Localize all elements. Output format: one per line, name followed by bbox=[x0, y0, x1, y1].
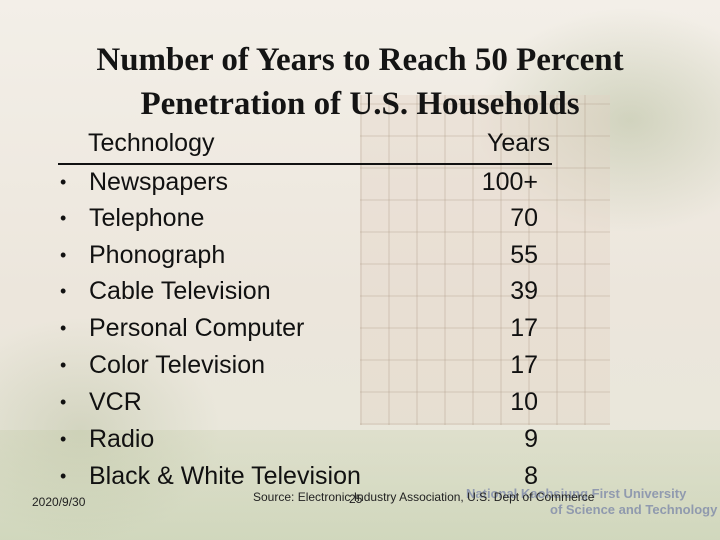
table-header: Technology Years bbox=[58, 127, 552, 165]
header-years: Years bbox=[486, 129, 550, 157]
table-row: • Personal Computer 17 bbox=[0, 310, 720, 347]
bullet-icon: • bbox=[60, 318, 67, 338]
watermark-line2: of Science and Technology bbox=[550, 502, 718, 517]
table-row: • Newspapers 100+ bbox=[0, 164, 720, 201]
row-technology: Black & White Television bbox=[89, 462, 361, 490]
table-row: • Black & White Television 8 bbox=[0, 458, 720, 495]
footer-date: 2020/9/30 bbox=[32, 495, 86, 509]
watermark-line1: National Kaohsiung First University bbox=[466, 486, 687, 501]
row-years: 70 bbox=[510, 204, 538, 232]
bullet-icon: • bbox=[60, 392, 67, 412]
table-row: • Phonograph 55 bbox=[0, 237, 720, 274]
bullet-icon: • bbox=[60, 281, 67, 301]
row-technology: Radio bbox=[89, 425, 155, 453]
row-years: 39 bbox=[510, 277, 538, 305]
bullet-icon: • bbox=[60, 429, 67, 449]
row-years: 100+ bbox=[481, 168, 538, 196]
row-technology: VCR bbox=[89, 388, 142, 416]
slide-title: Number of Years to Reach 50 Percent Pene… bbox=[0, 38, 720, 126]
page-number: 25 bbox=[349, 492, 363, 506]
row-technology: Phonograph bbox=[89, 241, 226, 269]
slide-title-line2: Penetration of U.S. Households bbox=[140, 86, 580, 122]
row-years: 10 bbox=[510, 388, 538, 416]
row-years: 17 bbox=[510, 314, 538, 342]
table-row: • Telephone 70 bbox=[0, 200, 720, 237]
background-building bbox=[360, 95, 610, 425]
table-row: • Color Television 17 bbox=[0, 347, 720, 384]
bullet-icon: • bbox=[60, 245, 67, 265]
table-row: • VCR 10 bbox=[0, 384, 720, 421]
bullet-icon: • bbox=[60, 355, 67, 375]
bullet-icon: • bbox=[60, 172, 67, 192]
row-technology: Cable Television bbox=[89, 277, 271, 305]
row-years: 8 bbox=[524, 462, 538, 490]
header-technology: Technology bbox=[88, 129, 215, 157]
table-row: • Radio 9 bbox=[0, 421, 720, 458]
footer-source: Source: Electronic Industry Association,… bbox=[253, 490, 595, 504]
row-technology: Newspapers bbox=[89, 168, 228, 196]
row-years: 55 bbox=[510, 241, 538, 269]
row-technology: Personal Computer bbox=[89, 314, 305, 342]
university-watermark: National Kaohsiung First University of S… bbox=[466, 486, 718, 518]
bullet-icon: • bbox=[60, 208, 67, 228]
row-technology: Telephone bbox=[89, 204, 205, 232]
bullet-icon: • bbox=[60, 466, 67, 486]
row-years: 9 bbox=[524, 425, 538, 453]
background-lawn bbox=[0, 430, 720, 540]
row-technology: Color Television bbox=[89, 351, 266, 379]
table-row: • Cable Television 39 bbox=[0, 273, 720, 310]
slide-title-line1: Number of Years to Reach 50 Percent bbox=[96, 42, 624, 78]
row-years: 17 bbox=[510, 351, 538, 379]
